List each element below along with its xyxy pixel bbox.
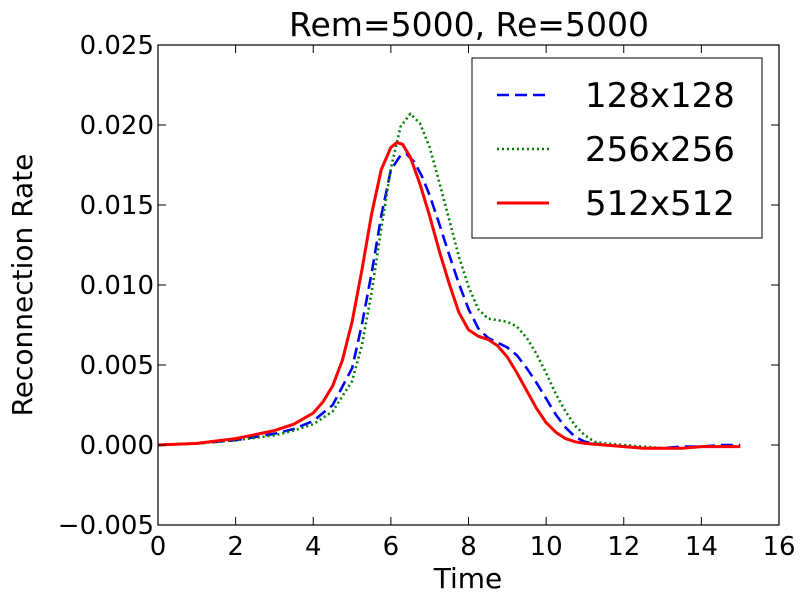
x-tick-label: 4: [305, 532, 322, 562]
x-tick-label: 8: [460, 532, 477, 562]
y-tick-label: 0.025: [80, 31, 154, 61]
legend-label-2: 256x256: [585, 130, 735, 170]
legend-label-1: 128x128: [585, 76, 735, 116]
y-tick-label: 0.000: [80, 431, 154, 461]
x-tick-label: 2: [227, 532, 244, 562]
x-axis-label: Time: [433, 562, 503, 595]
x-tick-label: 0: [150, 532, 167, 562]
y-tick-label: 0.015: [80, 191, 154, 221]
legend: 128x128 256x256 512x512: [471, 57, 763, 239]
x-tick-label: 14: [685, 532, 718, 562]
legend-box: [471, 57, 763, 239]
x-tick-label: 12: [607, 532, 640, 562]
x-tick-label: 10: [530, 532, 563, 562]
series-layer: [157, 112, 741, 450]
y-tick-label: −0.005: [58, 511, 154, 541]
legend-label-3: 512x512: [585, 184, 735, 224]
ticks-layer: 0 2 4 6 8 10 12 14 16 −0.005 0.000 0.005 0.010 0.015 0…: [58, 31, 796, 562]
y-tick-label: 0.010: [80, 271, 154, 301]
x-tick-label: 16: [762, 532, 795, 562]
y-tick-label: 0.005: [80, 351, 154, 381]
chart-title: Rem=5000, Re=5000: [289, 5, 649, 44]
y-tick-label: 0.020: [80, 111, 154, 141]
series-line-1: [157, 152, 741, 450]
x-tick-label: 6: [383, 532, 400, 562]
series-line-2: [157, 112, 741, 450]
series-line-3: [157, 141, 741, 450]
y-axis-label: Reconnection Rate: [6, 154, 39, 417]
